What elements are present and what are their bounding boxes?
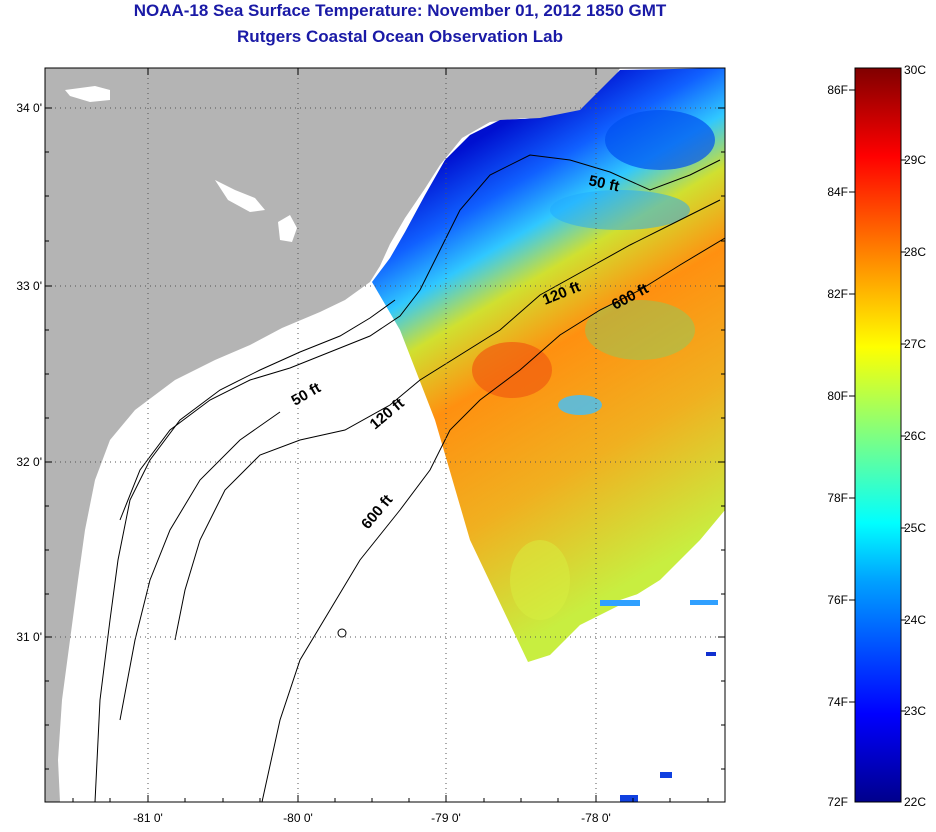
colorbar-label-f: 84F: [827, 185, 848, 199]
contour-label-600ft: 600 ft: [358, 492, 396, 533]
map-plot-area: [45, 68, 725, 802]
gridlines: [45, 68, 725, 802]
colorbar-label-f: 72F: [827, 795, 848, 809]
lat-label: 34 0': [16, 101, 42, 115]
contour-120ft-line: [174, 199, 721, 641]
latitude-labels: 34 0' 33 0' 32 0' 31 0': [16, 101, 42, 644]
map-frame: [44, 67, 726, 803]
contour-50ft-line: [119, 154, 721, 521]
contour-600ft-line: [261, 237, 725, 802]
colorbar-label-f: 86F: [827, 83, 848, 97]
colorbar-label-c: 23C: [904, 704, 926, 718]
colorbar-label-c: 29C: [904, 153, 926, 167]
depth-contours: [94, 154, 725, 802]
lat-label: 32 0': [16, 455, 42, 469]
lon-label: -79 0': [431, 811, 461, 825]
map-title: NOAA-18 Sea Surface Temperature: Novembe…: [133, 1, 667, 20]
land-mass: [45, 68, 620, 802]
colorbar-label-f: 80F: [827, 389, 848, 403]
tick-marks: [45, 68, 725, 802]
longitude-labels: -81 0' -80 0' -79 0' -78 0': [133, 811, 611, 825]
colorbar-label-f: 76F: [827, 593, 848, 607]
colorbar-gradient: [854, 67, 902, 803]
colorbar-label-f: 82F: [827, 287, 848, 301]
inland-lake: [215, 180, 265, 212]
coastline-inner: [119, 411, 281, 721]
colorbar-label-c: 27C: [904, 337, 926, 351]
lon-label: -78 0': [581, 811, 611, 825]
coastline: [94, 299, 396, 802]
inland-lake: [65, 86, 110, 102]
colorbar-label-f: 74F: [827, 695, 848, 709]
colorbar-label-c: 22C: [904, 795, 926, 809]
scattered-pixels: [600, 600, 718, 802]
colorbar: 86F 84F 82F 80F 78F 76F 74F 72F 30C 29C …: [827, 63, 926, 809]
contour-label-50ft: 50 ft: [289, 379, 324, 409]
contour-label-120ft: 120 ft: [367, 395, 408, 433]
map-subtitle: Rutgers Coastal Ocean Observation Lab: [237, 27, 563, 46]
colorbar-ticks: [849, 89, 906, 712]
colorbar-label-c: 24C: [904, 613, 926, 627]
contour-label-50ft: 50 ft: [587, 172, 621, 195]
colorbar-label-c: 30C: [904, 63, 926, 77]
inland-lake: [278, 215, 297, 242]
lat-label: 31 0': [16, 630, 42, 644]
colorbar-label-c: 25C: [904, 521, 926, 535]
colorbar-label-f: 78F: [827, 491, 848, 505]
sst-swath: [372, 68, 725, 662]
colorbar-label-c: 28C: [904, 245, 926, 259]
colorbar-label-c: 26C: [904, 429, 926, 443]
lon-label: -80 0': [283, 811, 313, 825]
lat-label: 33 0': [16, 279, 42, 293]
lon-label: -81 0': [133, 811, 163, 825]
